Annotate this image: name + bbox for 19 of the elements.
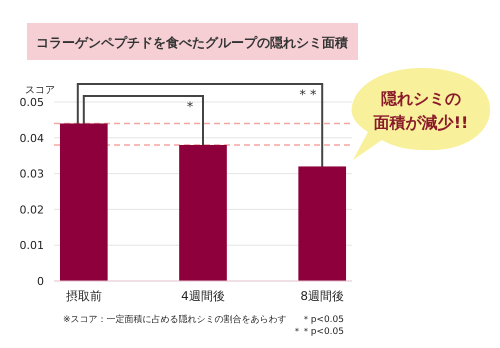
x-tick-label: 摂取前: [66, 289, 102, 303]
x-tick-label: 4週間後: [181, 289, 225, 303]
y-tick-label: 0.03: [20, 168, 44, 181]
annotation: * *: [299, 88, 318, 103]
text: ＊p<0.05: [302, 315, 344, 325]
y-tick-label: 0.02: [20, 203, 44, 216]
x-tick-label: 8週間後: [300, 289, 344, 303]
text: ※スコア：一定面積に占める隠れシミの割合をあらわす: [63, 314, 287, 325]
text: 面積が減少!!: [372, 113, 468, 132]
annotation: *: [186, 100, 194, 115]
y-axis-title: スコア: [25, 85, 55, 96]
y-tick-label: 0: [37, 275, 44, 288]
chart-title: コラーゲンペプチドを食べたグループの隠れシミ面積: [36, 35, 348, 51]
y-tick-label: 0.04: [20, 132, 44, 145]
y-tick-label: 0.01: [20, 239, 44, 252]
text: 隠れシミの: [381, 89, 461, 108]
bar: [298, 166, 346, 281]
y-tick-label: 0.05: [20, 96, 44, 109]
text: ＊＊p<0.05: [292, 327, 344, 337]
